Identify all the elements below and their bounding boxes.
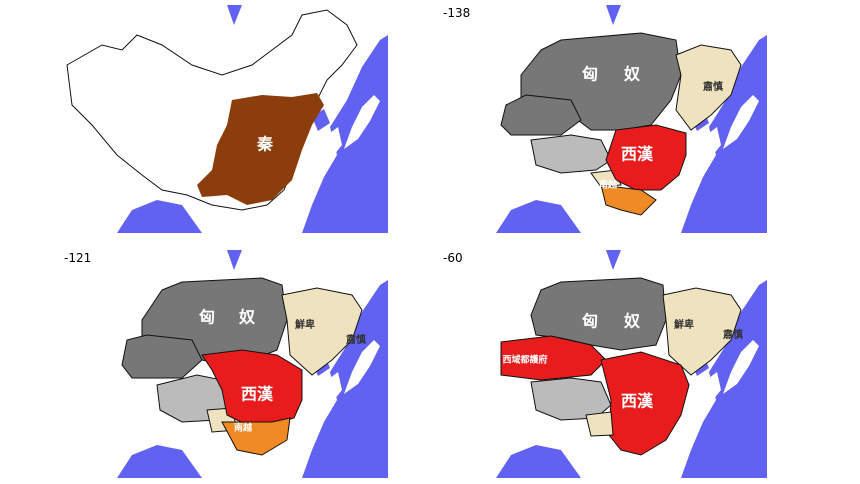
region-label: 秦 bbox=[256, 135, 274, 154]
map-panel: 秦 bbox=[62, 5, 388, 233]
region-label: 匈 bbox=[198, 308, 215, 327]
region-label: 西漢 bbox=[621, 145, 654, 164]
region-label: 匈 bbox=[581, 312, 598, 331]
region-label: 西域都護府 bbox=[502, 354, 547, 366]
region-label: 鮮卑 bbox=[674, 318, 694, 331]
region-label: 西漢 bbox=[621, 392, 654, 411]
region-label: 匈 bbox=[581, 65, 598, 84]
region-label: 奴 bbox=[623, 312, 640, 331]
region-label: 肅慎 bbox=[703, 80, 723, 93]
region-label: 鮮卑 bbox=[295, 318, 315, 331]
region-label: 西漢 bbox=[241, 385, 274, 404]
region-label: 奴 bbox=[623, 65, 640, 84]
region-label: 肅慎 bbox=[346, 333, 366, 346]
region-label: 肅慎 bbox=[723, 328, 743, 341]
region-label: 南越 bbox=[234, 422, 253, 434]
panel-year: -121 bbox=[64, 251, 91, 265]
panel-year: -138 bbox=[443, 6, 470, 20]
panel-year: -60 bbox=[443, 251, 463, 265]
region-label: 南越 bbox=[599, 179, 618, 191]
region-label: 奴 bbox=[238, 308, 255, 327]
